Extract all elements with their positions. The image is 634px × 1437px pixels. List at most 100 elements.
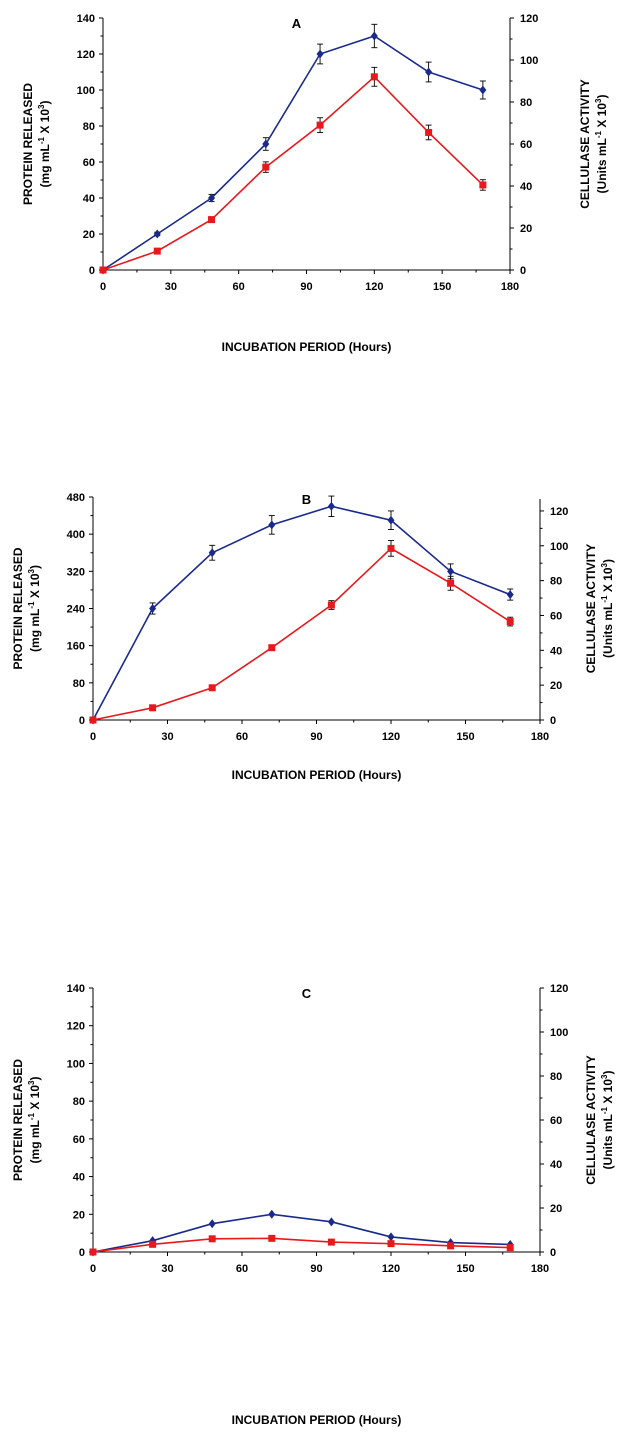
y-axis-left-title-segment: ) <box>38 101 52 105</box>
data-point-square <box>387 1240 395 1248</box>
y-axis-right-title-superscript: 3 <box>594 98 603 103</box>
y-tick-label-left: 100 <box>77 85 95 97</box>
series-line <box>102 75 484 271</box>
data-point-square <box>89 716 97 724</box>
x-tick-label: 90 <box>310 731 322 743</box>
series-cellulase-activity <box>89 1234 514 1256</box>
x-tick-label: 180 <box>531 731 549 743</box>
data-point-diamond <box>479 85 487 95</box>
data-point-square <box>208 684 216 692</box>
data-point-square <box>447 579 455 587</box>
x-tick-label: 120 <box>382 1263 400 1275</box>
y-axis-left-title-superscript: -1 <box>27 601 36 609</box>
x-tick-label: 30 <box>161 1263 173 1275</box>
y-axis-right-title-segment: (Units mL <box>595 138 609 193</box>
data-point-diamond <box>208 1219 216 1229</box>
y-tick-label-left: 160 <box>67 641 85 653</box>
series-cellulase-activity <box>89 540 514 724</box>
x-tick-label: 120 <box>382 731 400 743</box>
data-point-square <box>506 1244 514 1252</box>
series-cellulase-activity <box>99 66 487 274</box>
series-line <box>92 505 511 721</box>
y-axis-right-title-superscript: -1 <box>600 1106 609 1114</box>
series-protein-released <box>89 495 514 725</box>
x-tick-label: 60 <box>236 1263 248 1275</box>
data-point-diamond <box>506 590 514 600</box>
y-axis-right-title-superscript: 3 <box>600 562 609 567</box>
y-axis-right-title-segment: X 10 <box>601 567 615 595</box>
data-point-square <box>506 618 514 626</box>
x-tick-label: 0 <box>100 281 106 293</box>
y-tick-label-left: 120 <box>67 1021 85 1033</box>
x-tick-label: 180 <box>501 281 519 293</box>
data-point-diamond <box>153 229 161 239</box>
x-tick-label: 180 <box>531 1263 549 1275</box>
x-tick-label: 150 <box>456 731 474 743</box>
data-point-square <box>208 1235 216 1243</box>
y-axis-left-title-line1: PROTEIN RELEASED <box>11 547 25 669</box>
data-point-square <box>262 163 270 171</box>
y-tick-label-left: 240 <box>67 604 85 616</box>
y-axis-right-title-line1: CELLULASE ACTIVITY <box>578 79 592 209</box>
y-tick-label-left: 80 <box>73 1096 85 1108</box>
data-point-square <box>447 1242 455 1250</box>
data-point-diamond <box>262 139 270 149</box>
x-axis-title: INCUBATION PERIOD (Hours) <box>232 1413 402 1427</box>
y-axis-left-title-segment: ) <box>28 565 42 569</box>
series-protein-released <box>99 23 487 275</box>
y-tick-label-left: 20 <box>83 229 95 241</box>
y-axis-left-title-superscript: 3 <box>37 104 46 109</box>
x-tick-label: 60 <box>233 281 245 293</box>
y-tick-label-left: 400 <box>67 529 85 541</box>
chart-panel-c: 0 30 60 90 120 150 180020406080100120140020406… <box>11 983 615 1427</box>
data-point-diamond <box>208 193 216 203</box>
x-tick-label: 150 <box>433 281 451 293</box>
y-axis-left-title-segment: X 10 <box>28 573 42 601</box>
data-point-square <box>268 644 276 652</box>
y-axis-left-title-line1: PROTEIN RELEASED <box>11 1059 25 1181</box>
data-point-diamond <box>387 1232 395 1242</box>
x-tick-label: 30 <box>165 281 177 293</box>
y-axis-left-title-line1: PROTEIN RELEASED <box>21 83 35 205</box>
data-point-square <box>149 1240 157 1248</box>
y-tick-label-right: 100 <box>520 55 538 67</box>
y-tick-label-left: 0 <box>89 265 95 277</box>
x-tick-label: 60 <box>236 731 248 743</box>
y-tick-label-right: 0 <box>550 1247 556 1259</box>
y-tick-label-right: 40 <box>550 645 562 657</box>
y-tick-label-left: 80 <box>73 678 85 690</box>
data-point-square <box>387 544 395 552</box>
y-axis-left-title-segment: X 10 <box>28 1085 42 1113</box>
data-point-square <box>327 601 335 609</box>
series-line <box>92 547 511 721</box>
data-point-square <box>425 128 433 136</box>
y-tick-label-right: 80 <box>550 1071 562 1083</box>
y-tick-label-right: 20 <box>550 680 562 692</box>
x-tick-label: 0 <box>90 1263 96 1275</box>
data-point-diamond <box>149 604 157 613</box>
y-tick-label-right: 0 <box>520 265 526 277</box>
y-tick-label-right: 120 <box>550 983 568 995</box>
y-axis-left-title-segment: ) <box>28 1077 42 1081</box>
y-axis-right-title-line1: CELLULASE ACTIVITY <box>584 544 598 674</box>
y-tick-label-right: 0 <box>550 715 556 727</box>
y-axis-right-title-superscript: -1 <box>600 595 609 603</box>
y-axis-right-title-line2: (Units mL-1 X 103) <box>600 1071 615 1170</box>
data-point-diamond <box>316 49 324 59</box>
y-tick-label-right: 20 <box>550 1203 562 1215</box>
y-tick-label-left: 40 <box>73 1172 85 1184</box>
y-tick-label-left: 140 <box>67 983 85 995</box>
y-tick-label-right: 20 <box>520 223 532 235</box>
data-point-square <box>316 121 324 129</box>
y-axis-left-title-superscript: -1 <box>27 1112 36 1120</box>
y-tick-label-left: 60 <box>83 157 95 169</box>
y-tick-label-left: 60 <box>73 1134 85 1146</box>
x-tick-label: 120 <box>365 281 383 293</box>
data-point-square <box>208 216 216 224</box>
series-protein-released <box>89 1209 514 1257</box>
y-tick-label-right: 100 <box>550 541 568 553</box>
data-point-diamond <box>370 31 378 41</box>
data-point-diamond <box>327 1217 335 1227</box>
y-axis-left-title-segment: X 10 <box>38 109 52 137</box>
